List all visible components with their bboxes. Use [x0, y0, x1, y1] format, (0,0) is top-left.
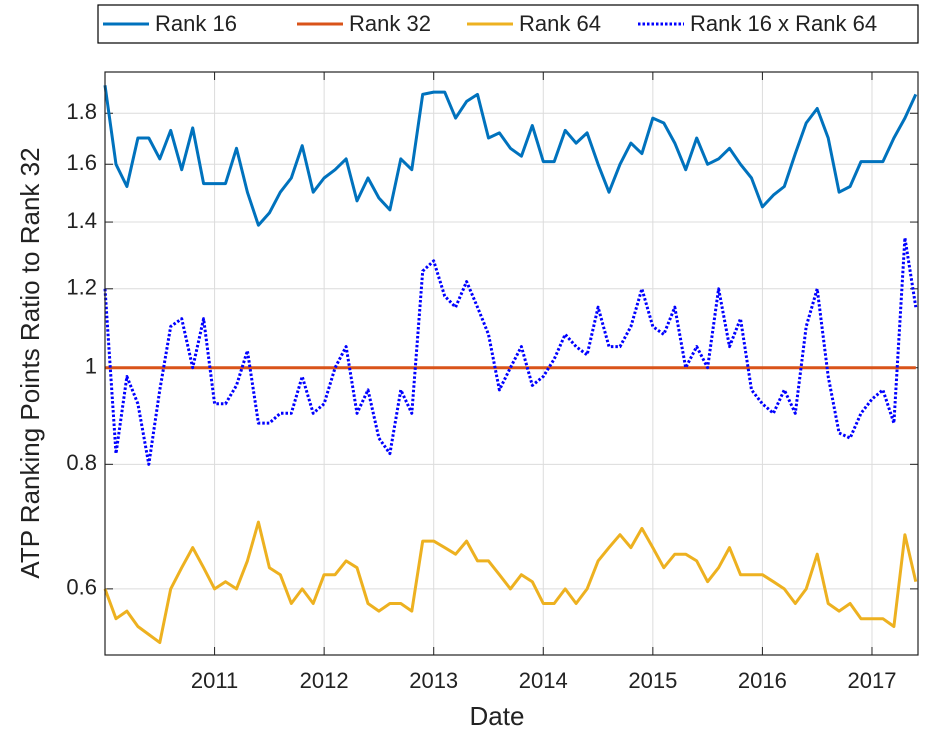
y-tick-label: 0.6	[66, 575, 97, 600]
y-tick-label: 1	[85, 354, 97, 379]
x-tick-label: 2013	[409, 668, 458, 693]
y-tick-label: 1.2	[66, 275, 97, 300]
legend-label: Rank 64	[519, 11, 601, 36]
x-tick-label: 2015	[628, 668, 677, 693]
x-tick-label: 2012	[300, 668, 349, 693]
x-tick-label: 2017	[848, 668, 897, 693]
legend-label: Rank 16 x Rank 64	[690, 11, 877, 36]
y-tick-label: 1.8	[66, 99, 97, 124]
y-tick-label: 1.6	[66, 150, 97, 175]
x-axis-label: Date	[470, 701, 525, 731]
x-tick-label: 2014	[519, 668, 568, 693]
x-tick-label: 2011	[191, 668, 238, 693]
y-axis-label: ATP Ranking Points Ratio to Rank 32	[15, 147, 45, 578]
legend-label: Rank 32	[349, 11, 431, 36]
plot-area	[105, 72, 918, 655]
legend-label: Rank 16	[155, 11, 237, 36]
series-line	[103, 85, 918, 227]
series-line	[103, 520, 918, 645]
y-tick-label: 0.8	[66, 450, 97, 475]
series-line	[103, 236, 918, 466]
x-tick-label: 2016	[738, 668, 787, 693]
y-tick-label: 1.4	[66, 208, 97, 233]
plot-frame	[104, 71, 919, 656]
